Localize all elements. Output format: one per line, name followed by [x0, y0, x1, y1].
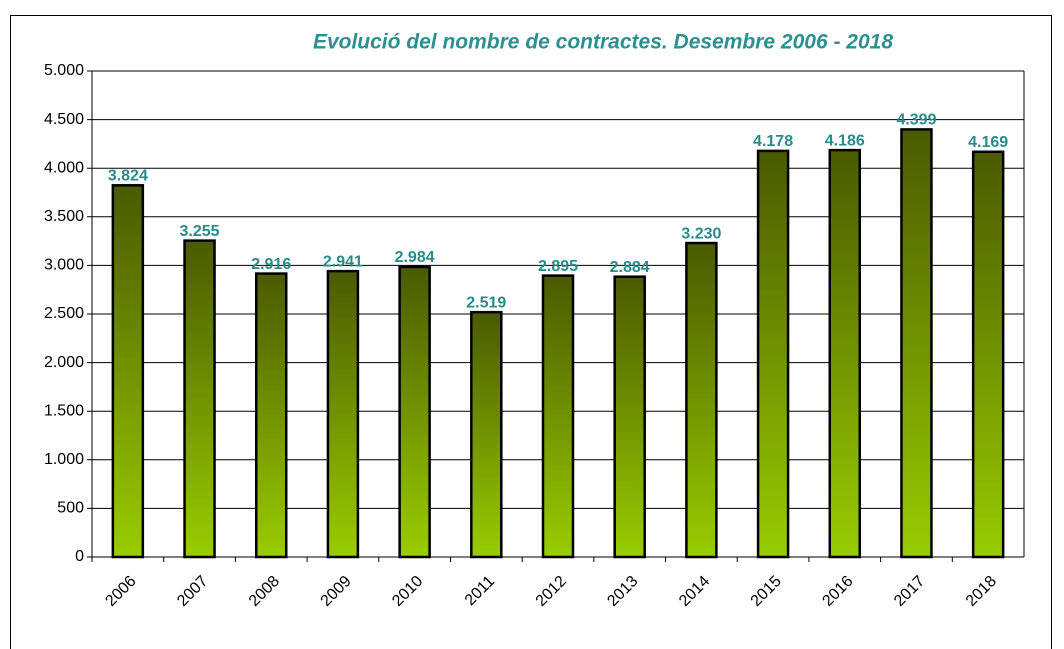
x-tick-label: 2007 [174, 573, 211, 610]
x-tick-label: 2008 [246, 573, 283, 610]
x-tick-label: 2018 [963, 573, 1000, 610]
value-label: 2.916 [251, 256, 291, 273]
bar [470, 310, 503, 559]
bar [685, 241, 718, 559]
x-tick-label: 2017 [891, 573, 928, 610]
value-label: 3.255 [180, 223, 220, 240]
x-tick-label: 2013 [604, 573, 641, 610]
y-tick-label: 5.000 [44, 62, 84, 79]
x-tick-label: 2015 [748, 573, 785, 610]
value-label: 3.824 [108, 168, 148, 185]
bar [900, 128, 933, 559]
x-tick-label: 2009 [318, 573, 355, 610]
x-tick-label: 2011 [462, 573, 498, 609]
y-tick-label: 2.000 [44, 354, 84, 371]
value-label: 2.884 [610, 259, 650, 276]
value-label: 3.230 [681, 225, 721, 242]
value-label: 2.895 [538, 258, 578, 275]
chart-title: Evolució del nombre de contractes. Desem… [313, 31, 893, 54]
value-label: 2.941 [323, 253, 363, 270]
bar [613, 275, 646, 559]
value-label: 4.186 [825, 132, 865, 149]
x-tick-label: 2012 [533, 573, 570, 610]
bar [326, 269, 360, 559]
bar [111, 184, 145, 559]
bar [183, 239, 216, 559]
bar [541, 274, 575, 559]
y-tick-label: 500 [57, 500, 84, 517]
bar [756, 149, 790, 559]
bar [971, 150, 1005, 559]
value-label: 2.984 [395, 249, 435, 266]
y-tick-label: 0 [75, 548, 84, 565]
y-tick-label: 3.500 [44, 208, 84, 225]
bar [254, 272, 288, 559]
x-tick-label: 2016 [819, 573, 856, 610]
x-tick-label: 2010 [389, 573, 426, 610]
value-label: 2.519 [466, 294, 506, 311]
value-label: 4.178 [753, 133, 793, 150]
bar [398, 265, 431, 559]
x-tick-label: 2014 [676, 573, 713, 610]
chart-border [10, 15, 1052, 649]
y-tick-label: 4.000 [44, 159, 84, 176]
x-tick-label: 2006 [102, 573, 139, 610]
y-tick-label: 1.500 [44, 402, 84, 419]
y-tick-label: 4.500 [44, 111, 84, 128]
y-tick-label: 1.000 [44, 451, 84, 468]
value-label: 4.169 [968, 134, 1008, 151]
y-tick-label: 2.500 [44, 305, 84, 322]
value-label: 4.399 [896, 112, 936, 129]
y-tick-label: 3.000 [44, 257, 84, 274]
bar [828, 148, 862, 559]
